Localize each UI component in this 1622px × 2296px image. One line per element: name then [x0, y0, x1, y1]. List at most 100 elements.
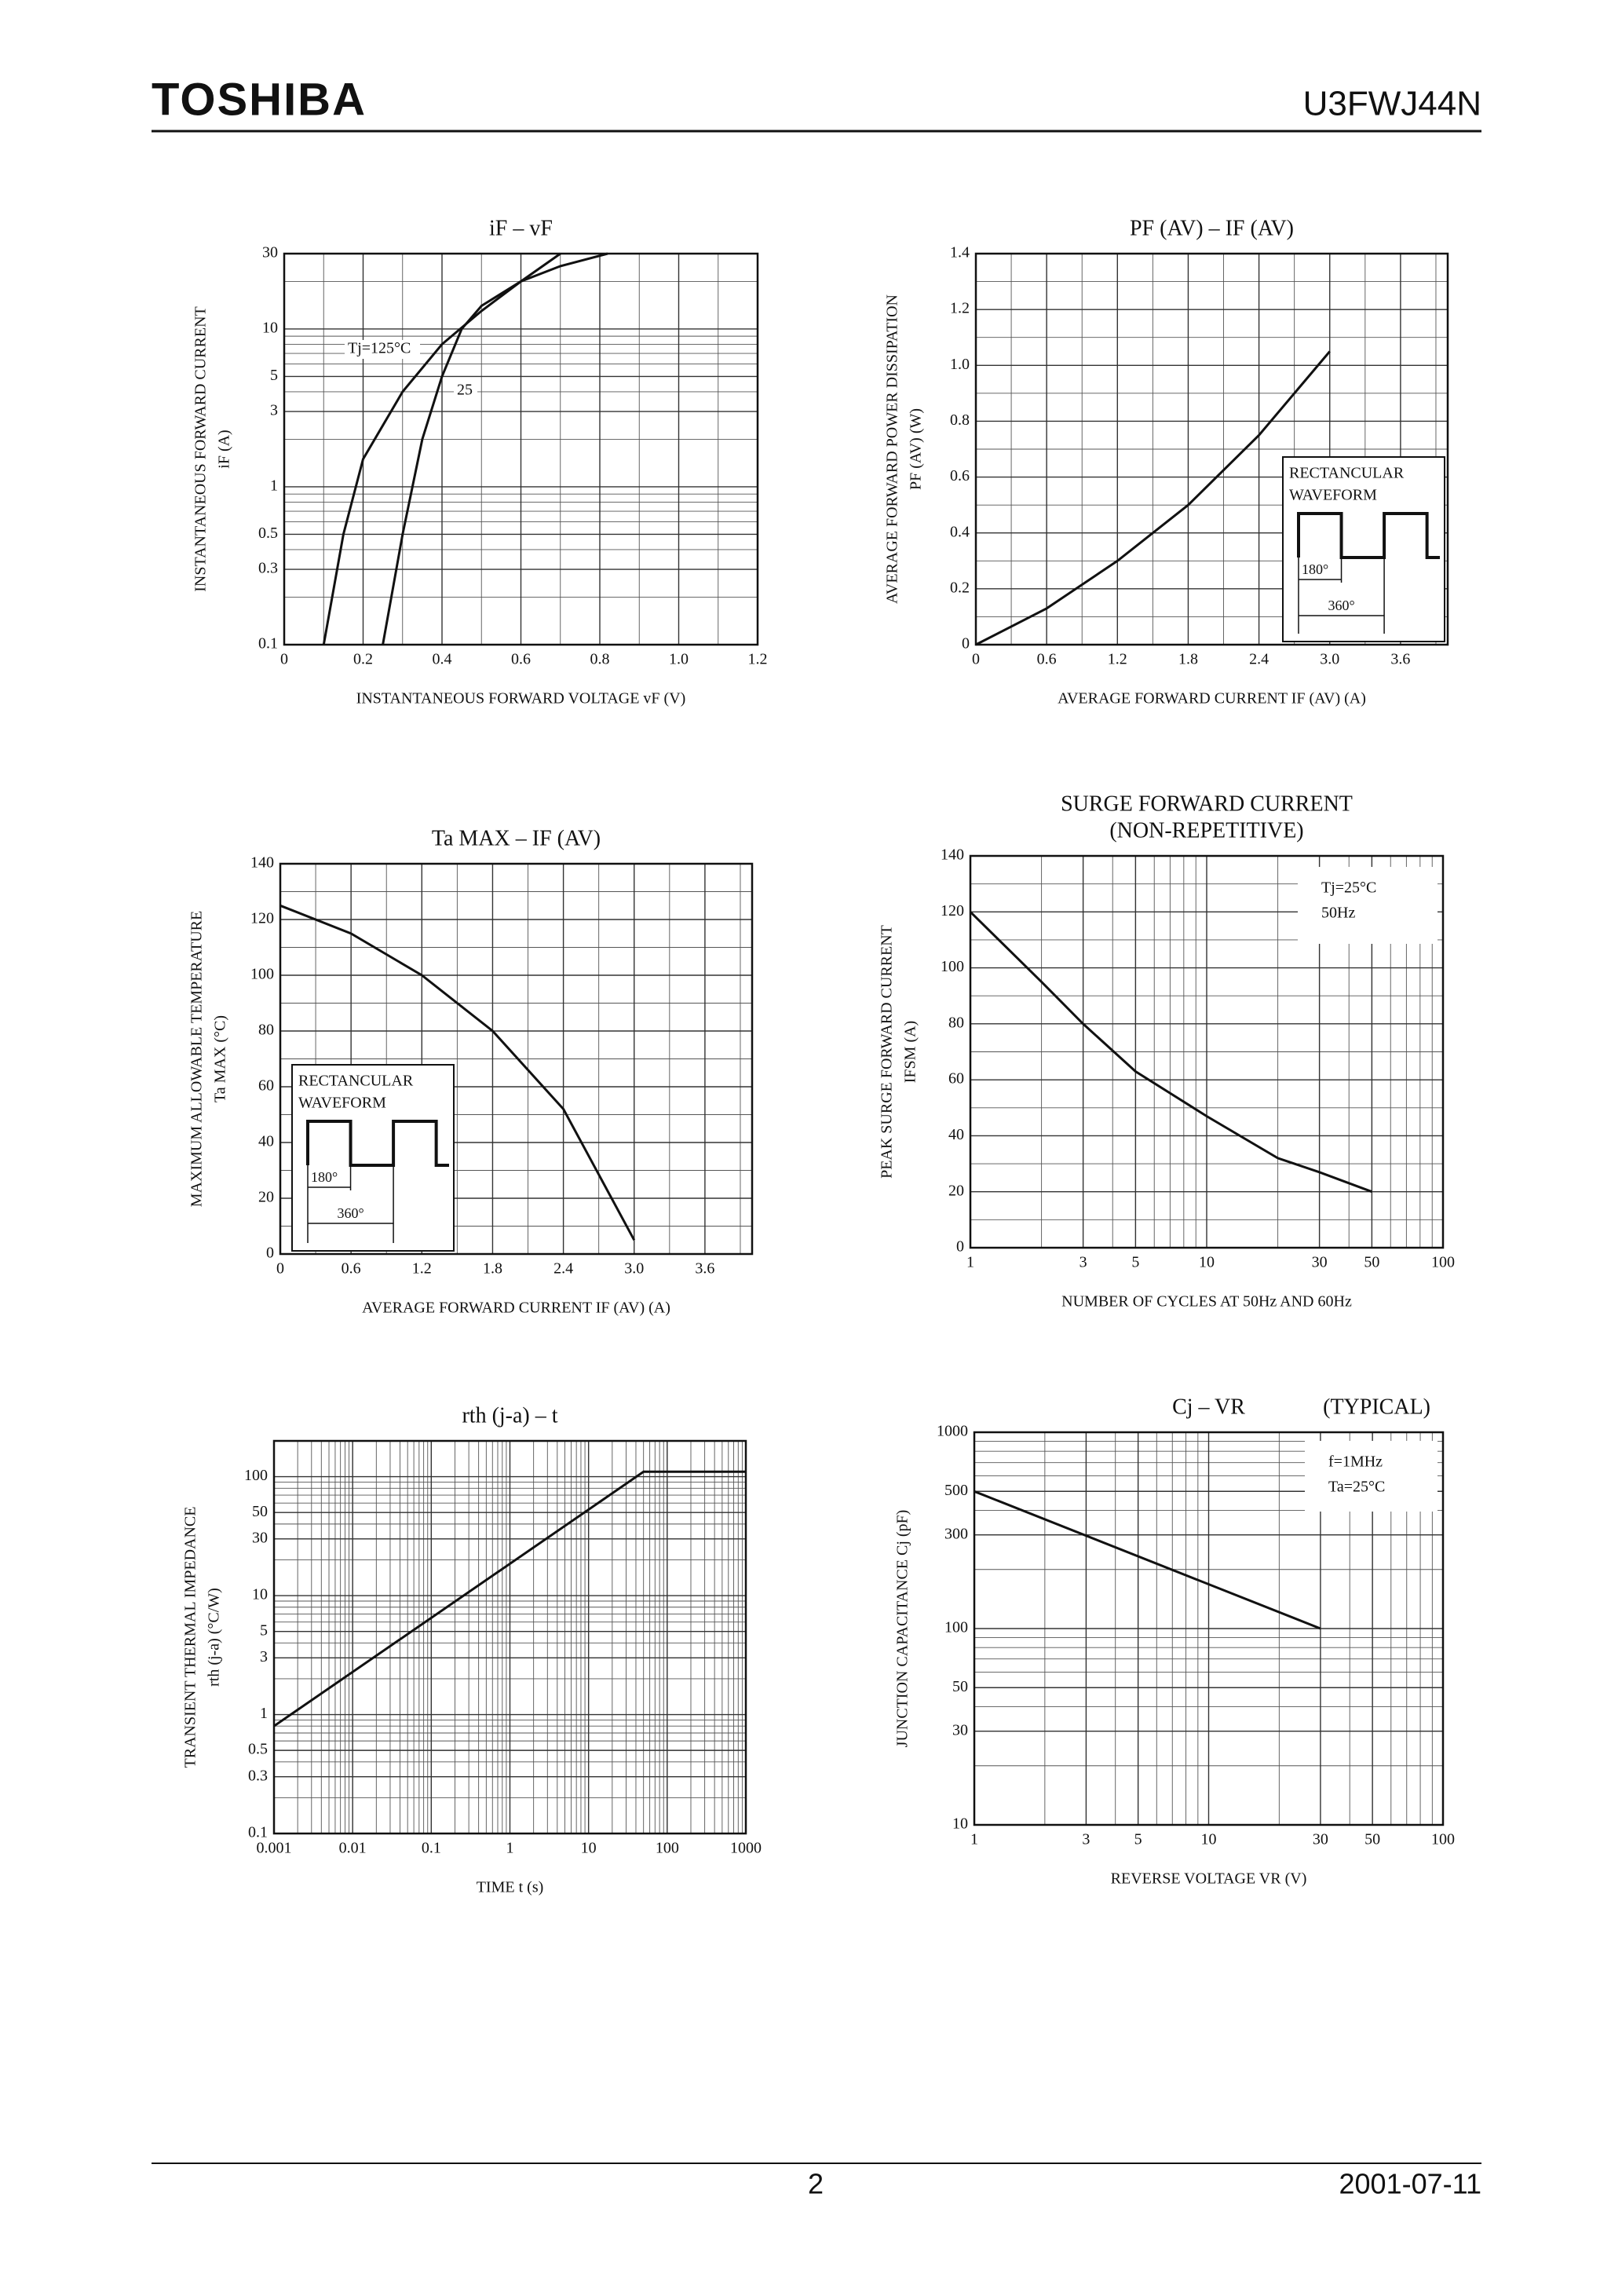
x-tick-label: 10	[1199, 1254, 1215, 1271]
inset-box	[1282, 456, 1445, 642]
y-tick-label: 40	[258, 1133, 274, 1150]
y-tick-label: 60	[258, 1077, 274, 1095]
y-tick-label: 120	[941, 902, 964, 919]
x-tick-label: 3.0	[624, 1260, 644, 1278]
x-tick-label: 0.6	[511, 651, 531, 668]
x-tick-label: 0.8	[590, 651, 610, 668]
y-tick-label: 5	[270, 367, 278, 384]
y-tick-label: 80	[258, 1022, 274, 1039]
y-axis-label: MAXIMUM ALLOWABLE TEMPERATURE	[188, 911, 206, 1207]
curve-label-bg	[345, 340, 420, 359]
y-axis-label: AVERAGE FORWARD POWER DISSIPATION	[884, 294, 901, 604]
x-tick-label: 1	[966, 1254, 974, 1271]
x-axis-label: INSTANTANEOUS FORWARD VOLTAGE vF (V)	[356, 690, 686, 707]
y-tick-label: 1.4	[950, 244, 970, 261]
x-tick-label: 30	[1313, 1831, 1328, 1848]
x-tick-label: 2.4	[1249, 651, 1269, 668]
x-tick-label: 3	[1082, 1831, 1090, 1848]
y-tick-label: 1.2	[950, 300, 970, 317]
x-tick-label: 1	[506, 1840, 514, 1857]
x-tick-label: 1	[970, 1831, 978, 1848]
curve	[974, 1490, 1321, 1630]
x-tick-label: 30	[1312, 1254, 1328, 1271]
inset-angle: 180°	[1302, 561, 1328, 577]
note-text: 50Hz	[1321, 905, 1355, 922]
y-axis-label: IFSM (A)	[902, 1021, 919, 1083]
brand: TOSHIBA	[152, 74, 367, 125]
x-axis-label: TIME t (s)	[477, 1879, 544, 1896]
x-tick-label: 1000	[730, 1840, 762, 1857]
y-tick-label: 0.5	[248, 1741, 268, 1758]
x-tick-label: 0	[280, 651, 288, 668]
inset-angle: 360°	[1328, 598, 1354, 613]
x-tick-label: 1.8	[483, 1260, 502, 1278]
x-tick-label: 10	[581, 1840, 597, 1857]
y-tick-label: 0.2	[950, 579, 970, 596]
curve-label-bg	[454, 382, 477, 400]
y-axis-label: Ta MAX (°C)	[212, 1015, 229, 1102]
inset-angle: 180°	[311, 1169, 338, 1185]
x-axis-label: NUMBER OF CYCLES AT 50Hz AND 60Hz	[1061, 1293, 1352, 1311]
inset-text: WAVEFORM	[298, 1095, 386, 1112]
y-axis-label: rth (j-a) (°C/W)	[206, 1588, 223, 1687]
y-tick-label: 0.6	[950, 467, 970, 484]
inset-text: RECTANCULAR	[298, 1073, 414, 1090]
curve	[279, 904, 636, 1241]
date: 2001-07-11	[1339, 2168, 1481, 2200]
y-axis-label: INSTANTANEOUS FORWARD CURRENT	[192, 306, 210, 592]
y-tick-label: 0.8	[950, 411, 970, 429]
x-axis-label: AVERAGE FORWARD CURRENT IF (AV) (A)	[362, 1300, 670, 1317]
y-tick-label: 5	[260, 1621, 268, 1639]
x-tick-label: 5	[1134, 1831, 1142, 1848]
x-tick-label: 0.1	[422, 1840, 441, 1857]
inset-box	[291, 1064, 455, 1252]
x-tick-label: 5	[1131, 1254, 1139, 1271]
chart-title: SURGE FORWARD CURRENT	[1061, 792, 1353, 816]
x-tick-label: 10	[1201, 1831, 1217, 1848]
y-tick-label: 140	[250, 854, 274, 872]
x-tick-label: 3	[1080, 1254, 1087, 1271]
curve	[382, 252, 608, 645]
plot-frame	[279, 862, 754, 1256]
y-tick-label: 0	[266, 1245, 274, 1262]
y-tick-label: 10	[952, 1815, 968, 1833]
note-box	[1298, 867, 1438, 944]
inset-angle: 360°	[337, 1205, 363, 1221]
y-axis-label: JUNCTION CAPACITANCE Cj (pF)	[894, 1510, 911, 1748]
y-tick-label: 30	[252, 1529, 268, 1546]
y-tick-label: 1.0	[950, 356, 970, 373]
curve-label: 25	[457, 382, 473, 399]
y-tick-label: 0.1	[258, 635, 278, 653]
x-tick-label: 0.001	[257, 1840, 292, 1857]
note-box	[1305, 1441, 1438, 1512]
chart-title: Ta MAX – IF (AV)	[432, 826, 601, 850]
note-text: Ta=25°C	[1328, 1479, 1385, 1496]
y-tick-label: 1000	[937, 1423, 968, 1440]
y-tick-label: 300	[944, 1525, 968, 1542]
plot-frame	[973, 1431, 1445, 1826]
y-tick-label: 1	[270, 477, 278, 495]
y-tick-label: 100	[244, 1467, 268, 1484]
x-tick-label: 3.6	[1390, 651, 1410, 668]
y-tick-label: 10	[262, 320, 278, 337]
chart-annotation: (TYPICAL)	[1323, 1395, 1430, 1419]
y-tick-label: 0.3	[258, 560, 278, 577]
plot-frame	[969, 854, 1445, 1249]
y-tick-label: 0.3	[248, 1767, 268, 1784]
x-tick-label: 50	[1364, 1254, 1379, 1271]
y-tick-label: 40	[948, 1126, 964, 1143]
x-tick-label: 3.6	[695, 1260, 714, 1278]
x-tick-label: 0	[276, 1260, 284, 1278]
curve	[273, 1470, 746, 1727]
x-tick-label: 3.0	[1320, 651, 1339, 668]
x-tick-label: 0	[972, 651, 980, 668]
chart-title: iF – vF	[489, 216, 553, 240]
x-tick-label: 1.8	[1178, 651, 1198, 668]
x-tick-label: 1.0	[669, 651, 689, 668]
note-text: Tj=25°C	[1321, 879, 1376, 897]
y-axis-label: iF (A)	[216, 430, 233, 468]
x-tick-label: 0.6	[342, 1260, 361, 1278]
y-tick-label: 0.1	[248, 1824, 268, 1841]
part-number: U3FWJ44N	[1303, 85, 1481, 123]
